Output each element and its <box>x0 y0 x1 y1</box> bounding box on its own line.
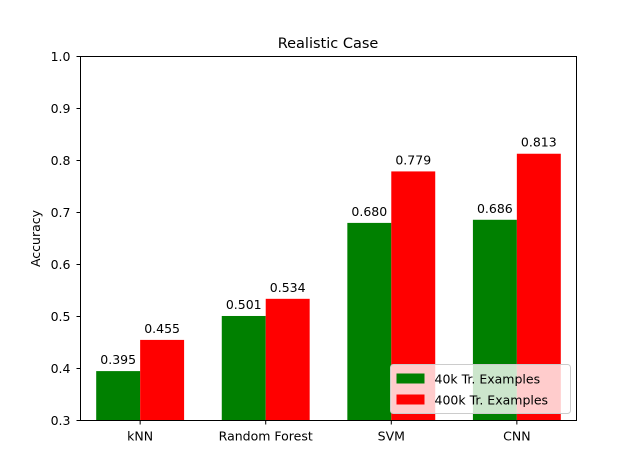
y-tick-label: 0.6 <box>51 257 71 272</box>
legend-label: 400k Tr. Examples <box>435 393 549 408</box>
data-labels-layer: 0.395 0.501 0.680 0.686 0.455 0.534 0.779 0.813 <box>100 135 556 367</box>
bar-value-label: 0.813 <box>521 135 557 150</box>
x-tick-label: SVM <box>378 429 405 444</box>
legend-swatch <box>396 373 425 384</box>
y-tick-label: 0.7 <box>51 205 71 220</box>
x-tick-label: CNN <box>503 429 530 444</box>
y-axis: 0.3 0.4 0.5 0.6 0.7 0.8 0.9 1.0 <box>51 49 81 428</box>
x-tick-label: Random Forest <box>219 429 313 444</box>
y-tick-label: 0.5 <box>51 309 71 324</box>
y-axis-label: Accuracy <box>28 209 43 267</box>
bar-value-label: 0.680 <box>351 204 387 219</box>
legend-swatch <box>396 394 425 405</box>
bar-series2-knn <box>140 339 185 421</box>
bar-series1-knn <box>96 371 141 421</box>
legend-label: 40k Tr. Examples <box>435 372 541 387</box>
bar-series1-random-forest <box>221 315 266 421</box>
y-tick-label: 0.3 <box>51 413 71 428</box>
y-tick-label: 0.8 <box>51 153 71 168</box>
plot-frame <box>80 56 577 421</box>
bar-value-label: 0.779 <box>395 152 431 167</box>
bar-series1-svm <box>347 222 392 421</box>
y-tick-label: 0.9 <box>51 101 71 116</box>
bar-value-label: 0.455 <box>144 321 180 336</box>
bar-value-label: 0.534 <box>270 280 306 295</box>
bar-value-label: 0.395 <box>100 352 136 367</box>
bar-value-label: 0.501 <box>226 297 262 312</box>
legend-box <box>390 364 571 414</box>
x-axis: kNN Random Forest SVM CNN <box>127 420 531 444</box>
chart-title: Realistic Case <box>278 36 379 52</box>
y-tick-label: 0.4 <box>51 361 71 376</box>
bar-series2-random-forest <box>265 298 310 421</box>
x-tick-label: kNN <box>127 429 153 444</box>
bar-value-label: 0.686 <box>477 201 513 216</box>
y-tick-label: 1.0 <box>51 49 71 64</box>
legend: 40k Tr. Examples 400k Tr. Examples <box>390 364 571 414</box>
